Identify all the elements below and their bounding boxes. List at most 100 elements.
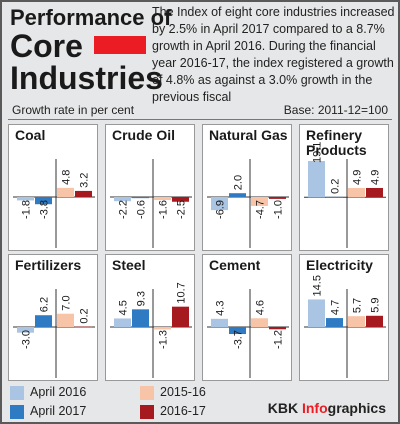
credit-prefix: KBK [267,400,302,416]
value-label-crude-oil-1: -0.6 [136,200,148,219]
legend-swatch-april-2017 [10,405,24,419]
value-label-natural-gas-0: -6.9 [215,200,227,219]
bar-fertilizers-1 [35,315,52,327]
panel-title-crude-oil: Crude Oil [112,127,176,143]
value-label-natural-gas-2: -4.7 [255,200,267,219]
bar-electricity-3 [366,315,383,327]
value-label-coal-2: 4.8 [61,170,73,185]
value-label-steel-3: 10.7 [176,282,188,303]
bar-steel-2 [154,327,171,330]
panel-chart-cement: 4.3 -3.7 4.6 -1.2 [207,289,289,378]
bar-refinery-products-1 [326,196,343,198]
panel-title-refinery-products: Refinery Products [306,127,367,158]
title-line-3: Industries [10,60,163,96]
bar-natural-gas-1 [229,193,246,197]
legend-label-2016-17: 2016-17 [160,404,206,418]
chart-panel-steel: Steel 4.5 9.3 -1.3 10.7 [105,254,195,381]
value-label-crude-oil-2: -1.6 [158,200,170,219]
value-label-refinery-products-3: 4.9 [370,170,382,185]
bar-coal-2 [57,187,74,197]
credit-highlight: Info [301,400,328,416]
title-line-2: Core [10,28,83,64]
value-label-electricity-0: 14.5 [312,275,324,296]
value-label-fertilizers-3: 0.2 [79,308,91,323]
description-text: The Index of eight core industries incre… [152,5,395,104]
bar-coal-1 [35,197,52,205]
value-label-coal-1: -3.8 [39,200,51,219]
bar-crude-oil-3 [172,197,189,202]
value-label-cement-2: 4.6 [255,300,267,315]
value-label-refinery-products-1: 0.2 [330,179,342,194]
bar-refinery-products-0 [308,161,325,198]
credit-suffix: graphics [327,400,386,416]
panel-chart-fertilizers: -3.0 6.2 7.0 0.2 [13,289,95,378]
value-label-steel-2: -1.3 [158,330,170,349]
legend-label-april-2016: April 2016 [30,385,87,399]
panel-title-natural-gas: Natural Gas [209,127,288,143]
panel-chart-crude-oil: -2.2 -0.6 -1.6 -2.5 [110,159,192,248]
bar-crude-oil-0 [114,197,131,202]
panel-title-cement: Cement [209,257,261,273]
bar-steel-3 [172,306,189,327]
bar-fertilizers-2 [57,313,74,327]
value-label-electricity-1: 4.7 [330,300,342,315]
value-label-natural-gas-1: 2.0 [233,175,245,190]
bar-electricity-2 [348,316,365,327]
legend-label-2015-16: 2015-16 [160,385,206,399]
bar-steel-0 [114,318,131,327]
chart-panel-natural-gas: Natural Gas -6.9 2.0 -4.7 -1.0 [202,124,292,251]
legend-swatch-april-2016 [10,386,24,400]
bar-fertilizers-0 [17,327,34,333]
value-label-fertilizers-1: 6.2 [39,297,51,312]
panel-chart-refinery-products: 19.1 0.2 4.9 4.9 [304,142,386,248]
panel-title-coal: Coal [15,127,46,143]
bar-crude-oil-2 [154,197,171,201]
subtitle: Growth rate in per cent [12,103,135,117]
chart-panel-refinery-products: Refinery Products 19.1 0.2 4.9 4.9 [299,124,389,251]
bar-electricity-1 [326,318,343,327]
value-label-cement-0: 4.3 [215,301,227,316]
bar-coal-0 [17,197,34,201]
value-label-natural-gas-3: -1.0 [273,200,285,219]
panel-title-steel: Steel [112,257,146,273]
bar-coal-3 [75,190,92,197]
value-label-fertilizers-2: 7.0 [61,295,73,310]
chart-panel-fertilizers: Fertilizers -3.0 6.2 7.0 0.2 [8,254,98,381]
bar-refinery-products-2 [348,187,365,198]
value-label-cement-1: -3.7 [233,330,245,349]
value-label-electricity-2: 5.7 [352,298,364,313]
chart-panel-cement: Cement 4.3 -3.7 4.6 -1.2 [202,254,292,381]
bar-refinery-products-3 [366,187,383,198]
bar-natural-gas-0 [211,197,228,211]
bar-natural-gas-3 [269,197,286,199]
bar-natural-gas-2 [251,197,268,206]
accent-bar [94,36,146,54]
value-label-cement-3: -1.2 [273,330,285,349]
value-label-refinery-products-0: 19.1 [312,142,324,163]
legend-swatch-2015-16 [140,386,154,400]
value-label-coal-3: 3.2 [79,173,91,188]
base-note: Base: 2011-12=100 [283,103,388,117]
value-label-refinery-products-2: 4.9 [352,170,364,185]
legend-swatch-2016-17 [140,405,154,419]
bar-fertilizers-3 [75,326,92,328]
bar-electricity-0 [308,299,325,327]
bar-cement-0 [211,318,228,327]
panel-title-electricity: Electricity [306,257,373,273]
value-label-coal-0: -1.8 [21,200,33,219]
panel-chart-electricity: 14.5 4.7 5.7 5.9 [304,275,386,378]
value-label-crude-oil-0: -2.2 [118,200,130,219]
chart-panel-electricity: Electricity 14.5 4.7 5.7 5.9 [299,254,389,381]
bar-cement-2 [251,318,268,327]
chart-panel-crude-oil: Crude Oil -2.2 -0.6 -1.6 -2.5 [105,124,195,251]
bar-cement-3 [269,327,286,330]
bar-crude-oil-1 [132,197,149,199]
value-label-steel-1: 9.3 [136,291,148,306]
credit: KBK Infographics [268,400,386,416]
legend-label-april-2017: April 2017 [30,404,87,418]
header-divider [8,119,392,120]
value-label-steel-0: 4.5 [118,300,130,315]
title-line-1: Performance of [10,5,172,30]
panel-chart-coal: -1.8 -3.8 4.8 3.2 [13,159,95,248]
